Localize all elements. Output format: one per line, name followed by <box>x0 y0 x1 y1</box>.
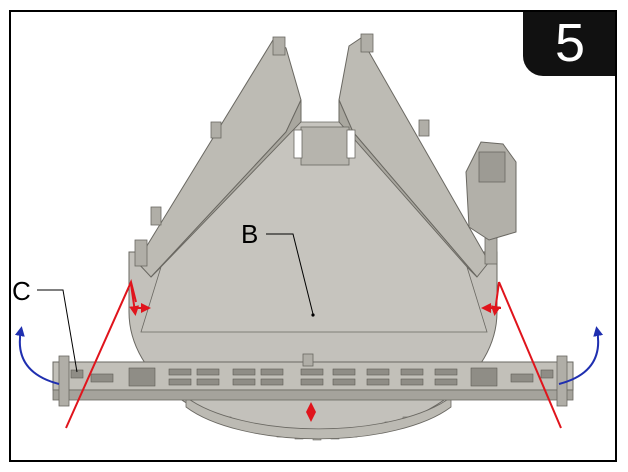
rotate-arrows <box>14 326 604 385</box>
left-wall-face <box>150 99 302 278</box>
callout-c: C <box>12 276 31 306</box>
floor-panel <box>140 121 488 333</box>
illustration-frame: B C 5 <box>9 10 617 462</box>
fold-arrows <box>65 278 562 429</box>
step-number-badge: 5 <box>523 12 615 76</box>
leader-c <box>37 289 78 373</box>
leader-b <box>266 233 314 315</box>
bottom-bar <box>52 353 574 407</box>
callout-b: B <box>241 219 259 249</box>
right-wall-face <box>338 99 478 278</box>
center-slot-back <box>300 126 350 166</box>
assembly-illustration <box>14 33 604 441</box>
